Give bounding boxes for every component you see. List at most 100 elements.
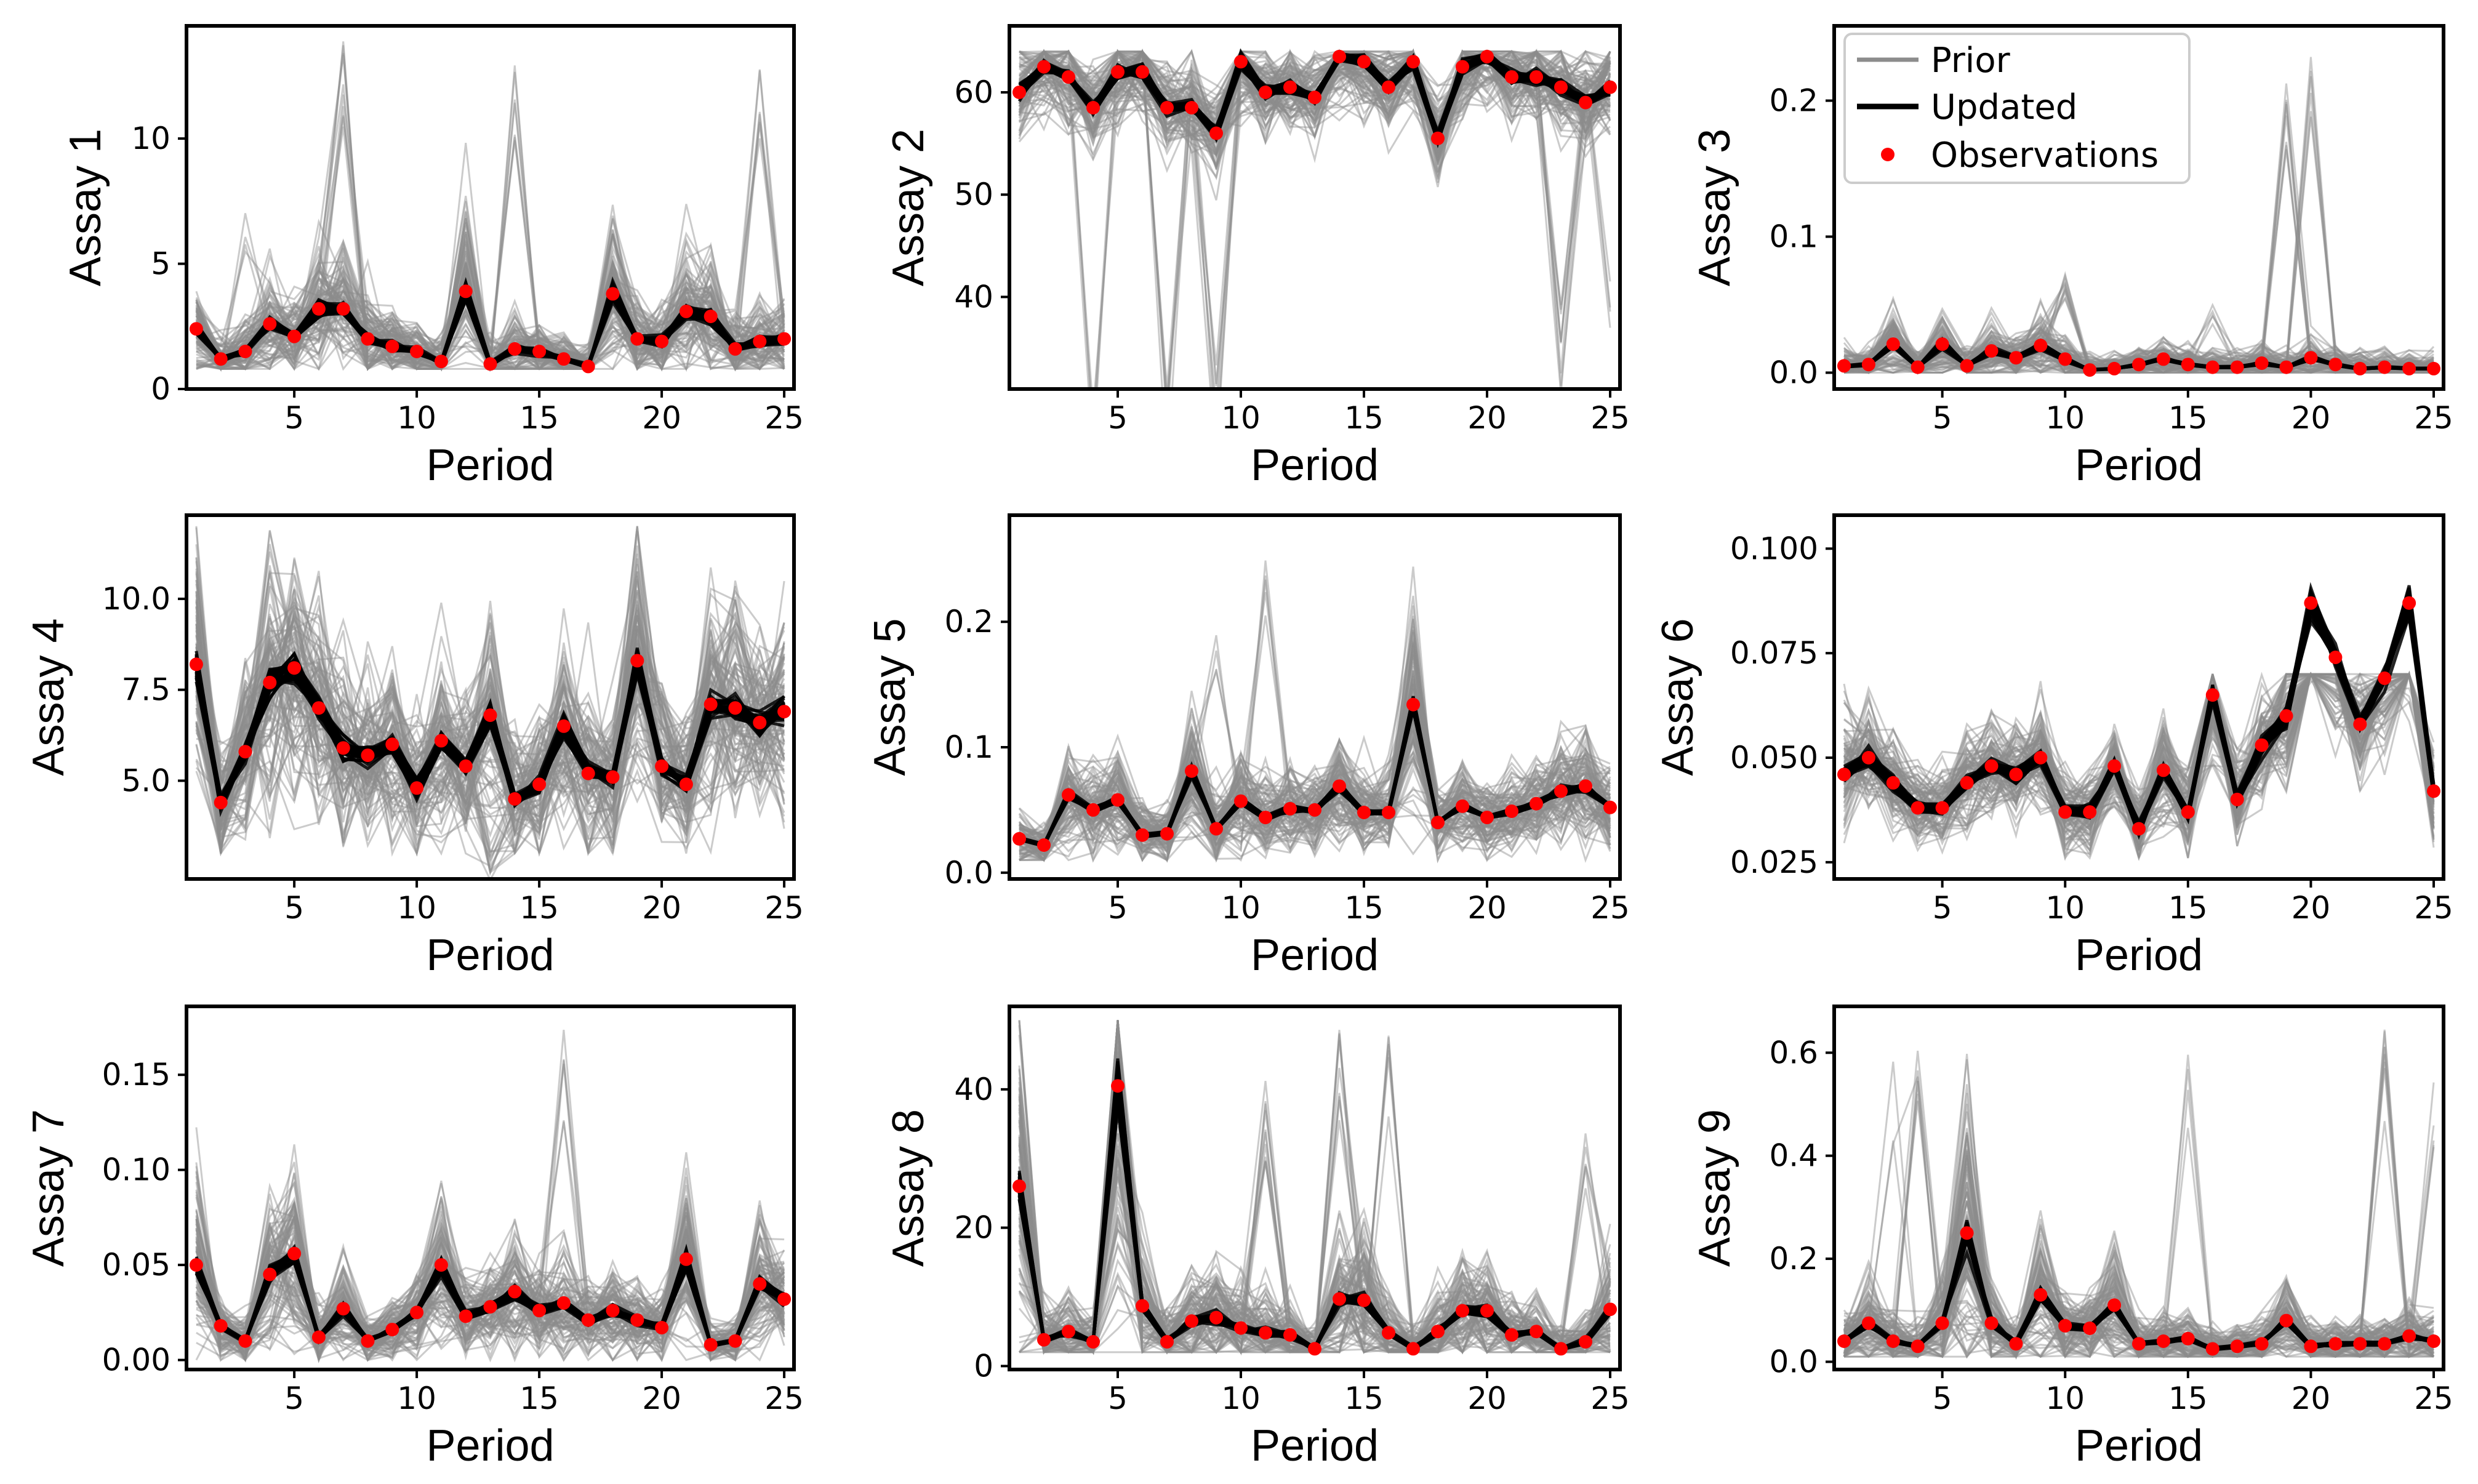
prior-member-line bbox=[195, 1198, 785, 1352]
prior-member-line bbox=[195, 601, 785, 853]
observation-point bbox=[1333, 49, 1346, 63]
x-tick-label: 15 bbox=[1344, 890, 1384, 926]
prior-member-line bbox=[1019, 743, 1611, 862]
y-tick-label: 0.15 bbox=[102, 1057, 170, 1093]
prior-member-line bbox=[195, 1196, 785, 1362]
prior-member-line bbox=[195, 600, 785, 853]
plot-area bbox=[1012, 48, 1617, 389]
prior-member-line bbox=[195, 1214, 785, 1357]
prior-member-line bbox=[195, 607, 785, 852]
prior-member-line bbox=[195, 106, 785, 372]
observation-point bbox=[532, 1304, 547, 1318]
x-axis-label: Period bbox=[2075, 1421, 2203, 1470]
prior-member-line bbox=[1843, 83, 2434, 374]
y-tick-label: 5 bbox=[151, 246, 170, 282]
prior-member-line bbox=[196, 1232, 785, 1362]
observation-point bbox=[2107, 1298, 2122, 1312]
x-tick-label: 25 bbox=[2414, 400, 2453, 436]
observations bbox=[1012, 1079, 1617, 1356]
legend-frame bbox=[1843, 33, 2191, 184]
plot-area bbox=[1012, 1020, 1617, 1356]
y-tick-label: 10.0 bbox=[102, 581, 170, 617]
observation-point bbox=[1308, 90, 1321, 105]
observation-point bbox=[2156, 1334, 2170, 1348]
observation-point bbox=[2009, 768, 2023, 782]
observation-point bbox=[2132, 358, 2146, 372]
x-tick-label: 20 bbox=[1467, 400, 1507, 436]
y-tick-label: 40 bbox=[954, 279, 993, 315]
observation-point bbox=[1603, 1302, 1617, 1317]
observation-point bbox=[2083, 805, 2097, 819]
prior-member-line bbox=[195, 558, 785, 828]
observation-point bbox=[728, 701, 742, 715]
observation-point bbox=[410, 781, 424, 795]
prior-member-line bbox=[1018, 48, 1611, 145]
observation-point bbox=[581, 766, 595, 780]
observation-point bbox=[2402, 361, 2416, 375]
prior-member-line bbox=[1843, 1093, 2435, 1358]
prior-member-line bbox=[1843, 672, 2435, 830]
observation-point bbox=[1012, 1179, 1026, 1193]
observation-point bbox=[630, 654, 644, 668]
x-tick-label: 15 bbox=[519, 890, 559, 926]
prior-member-line bbox=[195, 1181, 785, 1360]
prior-member-line bbox=[1019, 626, 1611, 860]
axes-frame bbox=[185, 1005, 796, 1371]
y-tick-label: 0.05 bbox=[102, 1247, 170, 1283]
x-tick-label: 5 bbox=[1933, 400, 1952, 436]
observation-point bbox=[2132, 822, 2146, 836]
prior-member-line bbox=[195, 638, 785, 833]
observation-point bbox=[1308, 803, 1321, 817]
x-tick-label: 25 bbox=[1590, 890, 1630, 926]
observation-point bbox=[1960, 776, 1974, 790]
observation-point bbox=[1837, 359, 1851, 373]
observation-point bbox=[2378, 360, 2392, 374]
prior-member-line bbox=[1018, 1143, 1611, 1355]
subplot-9: 5 10 15 20 25 0.0 0.2 0.4 0.6 Period Assay 9 bbox=[1690, 1005, 2453, 1470]
x-tick-label: 15 bbox=[2168, 890, 2208, 926]
plot-area bbox=[189, 1029, 792, 1364]
observation-point bbox=[704, 310, 718, 323]
observation-point bbox=[361, 1334, 375, 1348]
observation-point bbox=[238, 1334, 252, 1348]
prior-member-line bbox=[1843, 1046, 2434, 1358]
observation-point bbox=[385, 1323, 399, 1337]
prior-member-line bbox=[196, 233, 785, 371]
prior-member-line bbox=[1019, 49, 1611, 141]
y-tick-label: 5.0 bbox=[121, 763, 170, 798]
y-tick-label: 0.00 bbox=[102, 1342, 170, 1378]
y-tick-label: 0.0 bbox=[1769, 355, 1818, 390]
prior-member-line bbox=[195, 545, 785, 837]
prior-member-line bbox=[195, 1232, 785, 1358]
plot-area bbox=[1837, 57, 2440, 377]
prior-member-line bbox=[1843, 1270, 2435, 1358]
observation-point bbox=[1456, 799, 1469, 813]
observation-point bbox=[1185, 764, 1198, 778]
prior-member-line bbox=[1019, 49, 1611, 129]
prior-member-line bbox=[1843, 673, 2435, 843]
observation-point bbox=[1357, 806, 1371, 819]
x-tick-label: 10 bbox=[1221, 400, 1261, 436]
prior-member-line bbox=[1843, 673, 2435, 838]
observation-point bbox=[410, 1306, 424, 1320]
observation-point bbox=[1333, 779, 1346, 793]
observation-point bbox=[1861, 1316, 1875, 1330]
x-tick-label: 10 bbox=[397, 1381, 436, 1416]
observation-point bbox=[1837, 1334, 1851, 1348]
observation-point bbox=[2230, 1339, 2244, 1354]
y-axis-label: Assay 5 bbox=[865, 618, 915, 776]
prior-member-line bbox=[1019, 729, 1611, 851]
prior-member-line bbox=[1843, 673, 2435, 829]
prior-member-line bbox=[195, 1251, 785, 1361]
prior-member-line bbox=[1019, 691, 1611, 862]
observation-point bbox=[1037, 838, 1051, 852]
prior-member-line bbox=[1843, 670, 2435, 847]
y-tick-label: 0.1 bbox=[944, 729, 993, 765]
observation-point bbox=[1554, 1342, 1568, 1356]
x-tick-label: 15 bbox=[2168, 1381, 2208, 1416]
observation-point bbox=[1037, 1333, 1051, 1347]
prior-member-line bbox=[195, 254, 785, 371]
prior-member-line bbox=[1018, 49, 1611, 158]
prior-member-line bbox=[1019, 49, 1611, 173]
